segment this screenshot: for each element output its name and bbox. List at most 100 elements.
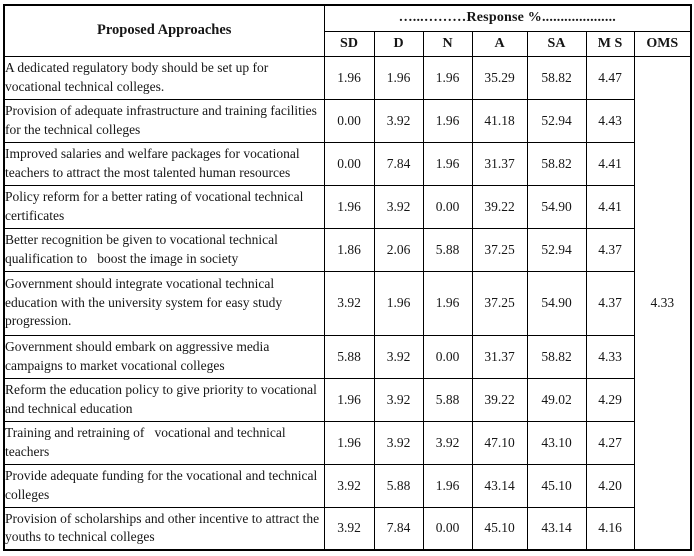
sa-cell: 49.02	[526, 377, 587, 422]
ms-cell: 4.37	[585, 270, 635, 336]
d-cell: 3.92	[373, 334, 424, 379]
a-cell: 43.14	[471, 463, 528, 508]
ms-cell: 4.29	[585, 377, 635, 422]
approach-cell: Policy reform for a better rating of voc…	[3, 184, 325, 229]
a-cell: 39.22	[471, 184, 528, 229]
n-cell: 0.00	[422, 506, 473, 551]
table-row: Improved salaries and welfare packages f…	[3, 141, 691, 186]
n-cell: 1.96	[422, 55, 473, 100]
d-cell: 5.88	[373, 463, 424, 508]
approach-cell: Provision of adequate infrastructure and…	[3, 98, 325, 143]
table-row: Reform the education policy to give prio…	[3, 377, 691, 422]
n-cell: 0.00	[422, 184, 473, 229]
ms-cell: 4.47	[585, 55, 635, 100]
sa-cell: 58.82	[526, 334, 587, 379]
a-cell: 39.22	[471, 377, 528, 422]
sa-cell: 45.10	[526, 463, 587, 508]
approach-cell: A dedicated regulatory body should be se…	[3, 55, 325, 100]
table-row: Better recognition be given to vocationa…	[3, 227, 691, 272]
d-cell: 7.84	[373, 506, 424, 551]
col-header-ms: M S	[585, 30, 635, 57]
col-header-sa: SA	[526, 30, 587, 57]
sd-cell: 1.96	[323, 55, 375, 100]
d-cell: 7.84	[373, 141, 424, 186]
ms-cell: 4.37	[585, 227, 635, 272]
approach-cell: Provide adequate funding for the vocatio…	[3, 463, 325, 508]
d-cell: 3.92	[373, 377, 424, 422]
n-cell: 1.96	[422, 270, 473, 336]
n-cell: 1.96	[422, 141, 473, 186]
sa-cell: 52.94	[526, 98, 587, 143]
table-row: Government should embark on aggressive m…	[3, 334, 691, 379]
ms-cell: 4.27	[585, 420, 635, 465]
sd-cell: 1.96	[323, 377, 375, 422]
oms-merged-cell: 4.33	[633, 55, 692, 551]
table-row: Provide adequate funding for the vocatio…	[3, 463, 691, 508]
d-cell: 1.96	[373, 270, 424, 336]
col-header-oms: OMS	[633, 30, 692, 57]
ms-cell: 4.33	[585, 334, 635, 379]
a-cell: 31.37	[471, 334, 528, 379]
proposed-approaches-header: Proposed Approaches	[3, 4, 325, 57]
n-cell: 0.00	[422, 334, 473, 379]
sa-cell: 58.82	[526, 141, 587, 186]
sa-cell: 54.90	[526, 184, 587, 229]
table-row: Provision of scholarships and other ince…	[3, 506, 691, 551]
approach-cell: Government should embark on aggressive m…	[3, 334, 325, 379]
table-row: Government should integrate vocational t…	[3, 270, 691, 336]
ms-cell: 4.20	[585, 463, 635, 508]
a-cell: 35.29	[471, 55, 528, 100]
col-header-d: D	[373, 30, 424, 57]
a-cell: 31.37	[471, 141, 528, 186]
n-cell: 3.92	[422, 420, 473, 465]
n-cell: 5.88	[422, 227, 473, 272]
a-cell: 45.10	[471, 506, 528, 551]
d-cell: 2.06	[373, 227, 424, 272]
d-cell: 1.96	[373, 55, 424, 100]
sa-cell: 52.94	[526, 227, 587, 272]
sd-cell: 5.88	[323, 334, 375, 379]
a-cell: 41.18	[471, 98, 528, 143]
sd-cell: 3.92	[323, 270, 375, 336]
table-row: Provision of adequate infrastructure and…	[3, 98, 691, 143]
col-header-sd: SD	[323, 30, 375, 57]
table-row: A dedicated regulatory body should be se…	[3, 55, 692, 551]
table-row: Policy reform for a better rating of voc…	[3, 184, 691, 229]
sd-cell: 0.00	[323, 141, 375, 186]
header-row-1: Proposed Approaches …...………Response %...…	[3, 4, 692, 57]
a-cell: 37.25	[471, 227, 528, 272]
sa-cell: 43.14	[526, 506, 587, 551]
approach-cell: Government should integrate vocational t…	[3, 270, 325, 336]
ms-cell: 4.41	[585, 141, 635, 186]
d-cell: 3.92	[373, 184, 424, 229]
sd-cell: 3.92	[323, 463, 375, 508]
approach-cell: Training and retraining of vocational an…	[3, 420, 325, 465]
header-row-2: SD D N A SA M S OMS	[4, 30, 692, 57]
sd-cell: 1.96	[323, 184, 375, 229]
sa-cell: 54.90	[526, 270, 587, 336]
a-cell: 37.25	[471, 270, 528, 336]
col-header-n: N	[422, 30, 473, 57]
approach-cell: Provision of scholarships and other ince…	[3, 506, 325, 551]
approaches-table: Proposed Approaches …...………Response %...…	[3, 4, 693, 551]
sd-cell: 0.00	[323, 98, 375, 143]
a-cell: 47.10	[471, 420, 528, 465]
col-header-a: A	[471, 30, 528, 57]
ms-cell: 4.41	[585, 184, 635, 229]
d-cell: 3.92	[373, 420, 424, 465]
n-cell: 5.88	[422, 377, 473, 422]
approach-cell: Better recognition be given to vocationa…	[3, 227, 325, 272]
sa-cell: 58.82	[526, 55, 587, 100]
ms-cell: 4.43	[585, 98, 635, 143]
ms-cell: 4.16	[585, 506, 635, 551]
d-cell: 3.92	[373, 98, 424, 143]
approach-cell: Improved salaries and welfare packages f…	[3, 141, 325, 186]
response-percent-header: …...………Response %....................	[323, 4, 692, 32]
n-cell: 1.96	[422, 98, 473, 143]
n-cell: 1.96	[422, 463, 473, 508]
sd-cell: 3.92	[323, 506, 375, 551]
approach-cell: Reform the education policy to give prio…	[3, 377, 325, 422]
sa-cell: 43.10	[526, 420, 587, 465]
table-row: Training and retraining of vocational an…	[3, 420, 691, 465]
